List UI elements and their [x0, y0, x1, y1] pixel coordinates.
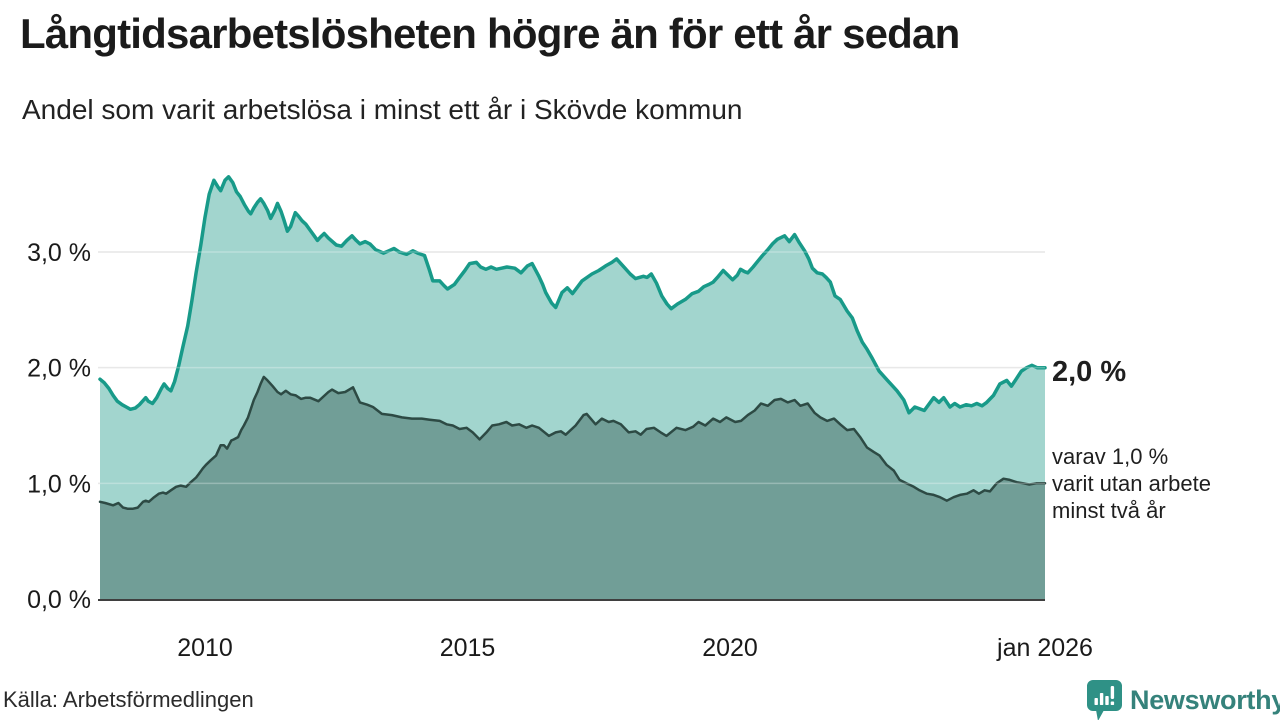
- source-credit: Källa: Arbetsförmedlingen: [3, 687, 254, 712]
- secondary-series-note: varav 1,0 % varit utan arbete minst två …: [1052, 443, 1211, 524]
- newsworthy-icon: [1087, 680, 1122, 720]
- series-end-value-label: 2,0 %: [1052, 356, 1127, 388]
- x-axis-tick-label: 2015: [440, 634, 496, 662]
- note-line-1: varav 1,0 %: [1052, 444, 1169, 469]
- newsworthy-wordmark: Newsworthy: [1130, 685, 1280, 715]
- page-title: Långtidsarbetslösheten högre än för ett …: [20, 10, 960, 57]
- series-line-secondary: [98, 375, 1047, 511]
- page-subtitle: Andel som varit arbetslösa i minst ett å…: [22, 94, 743, 125]
- x-axis-tick-label: 2010: [177, 634, 233, 662]
- series-area-secondary: [100, 376, 1045, 600]
- y-axis-tick-label: 3,0 %: [27, 239, 91, 267]
- y-axis-tick-label: 2,0 %: [27, 355, 91, 383]
- y-axis-tick-label: 0,0 %: [27, 586, 91, 614]
- series-line-primary: [98, 175, 1047, 415]
- note-line-2: varit utan arbete: [1052, 471, 1211, 496]
- note-line-3: minst två år: [1052, 498, 1166, 523]
- y-axis-tick-label: 1,0 %: [27, 470, 91, 498]
- x-axis-tick-label: 2020: [702, 634, 758, 662]
- x-axis-tick-label: jan 2026: [996, 634, 1093, 662]
- newsworthy-logo: Newsworthy: [1086, 679, 1280, 720]
